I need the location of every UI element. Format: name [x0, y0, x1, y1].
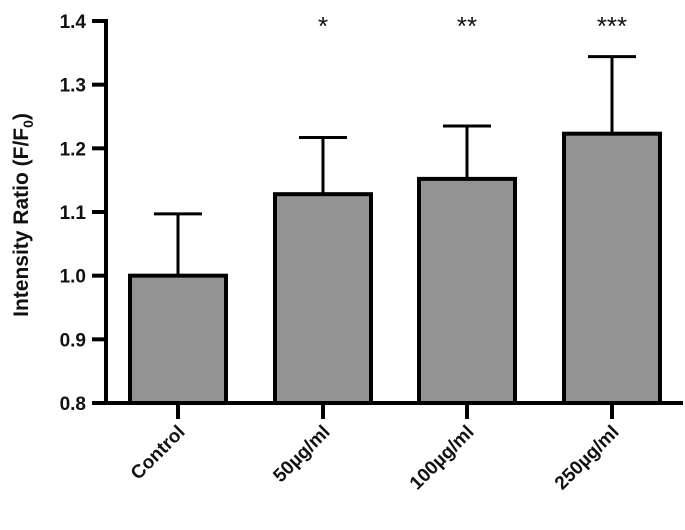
x-tick-label: 50µg/ml: [269, 422, 334, 487]
y-tick-label: 0.8: [60, 394, 86, 415]
significance-marker: ***: [597, 11, 627, 41]
bar-3: [562, 131, 662, 405]
y-tick-label: 1.2: [60, 139, 86, 160]
significance-marker: **: [457, 11, 477, 41]
y-tick-label: 1.4: [60, 12, 87, 33]
significance-marker: *: [318, 11, 328, 41]
y-axis-label: Intensity Ratio (F/F0): [10, 113, 36, 317]
x-tick-label: 250µg/ml: [551, 422, 624, 495]
y-tick-label: 1.1: [60, 203, 87, 224]
y-tick-label: 0.9: [60, 330, 86, 351]
bar-0: [128, 273, 228, 405]
x-tick-label: 100µg/ml: [406, 422, 479, 495]
bar-1: [273, 192, 373, 405]
bar-2: [417, 176, 517, 405]
y-tick-label: 1.0: [60, 267, 86, 288]
y-tick-label: 1.3: [60, 76, 86, 97]
x-tick-label: Control: [127, 422, 190, 485]
